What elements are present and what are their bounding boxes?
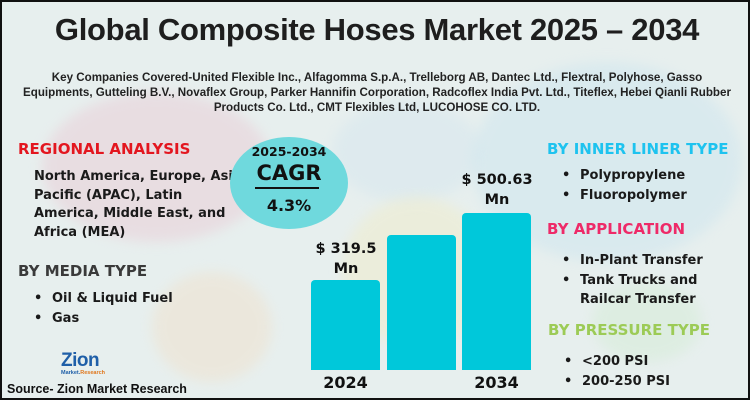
list-item-continued: Railcar Transfer <box>580 292 696 307</box>
media-type-list: Oil & Liquid Fuel Gas <box>28 289 173 328</box>
inner-liner-heading: BY INNER LINER TYPE <box>547 140 729 158</box>
list-item: Fluoropolymer <box>556 186 687 206</box>
logo-wordmark: Zion <box>61 350 100 371</box>
list-item: Polypropylene <box>556 166 687 186</box>
list-item: Gas <box>28 309 173 329</box>
pressure-type-list: <200 PSI 200-250 PSI <box>558 352 670 391</box>
list-item: Oil & Liquid Fuel <box>28 289 173 309</box>
x-label-2034: 2034 <box>474 373 519 392</box>
cagr-value: 4.3% <box>266 196 312 215</box>
map-background-europe <box>332 102 482 202</box>
regional-analysis-text: North America, Europe, Asia Pacific (APA… <box>34 169 242 240</box>
cagr-years: 2025-2034 <box>251 144 327 159</box>
application-heading: BY APPLICATION <box>547 220 686 238</box>
source-text: Source- Zion Market Research <box>7 382 187 396</box>
logo-subtitle: Market.Research <box>61 370 106 376</box>
pressure-type-heading: BY PRESSURE TYPE <box>548 321 710 339</box>
regional-analysis-heading: REGIONAL ANALYSIS <box>18 140 191 158</box>
cagr-badge: 2025-2034 CAGR 4.3% <box>230 137 348 229</box>
list-item: Tank Trucks and <box>556 271 703 291</box>
list-item: In-Plant Transfer <box>556 251 703 271</box>
media-type-heading: BY MEDIA TYPE <box>18 262 148 280</box>
zion-logo: Zion Market.Research <box>61 350 121 378</box>
bar-middle <box>387 235 456 370</box>
cagr-label: CAGR <box>256 161 322 185</box>
bar-2024 <box>311 280 380 370</box>
map-background-australia <box>592 282 702 362</box>
key-companies-text: Key Companies Covered-United Flexible In… <box>23 71 731 114</box>
bar-value-label-2034: $ 500.63 Mn <box>461 172 533 208</box>
list-item: 200-250 PSI <box>558 372 670 392</box>
bar-2034 <box>462 213 531 370</box>
page-title: Global Composite Hoses Market 2025 – 203… <box>54 12 700 47</box>
application-list: In-Plant Transfer Tank Trucks and Railca… <box>556 251 703 310</box>
bar-value-label-2024: $ 319.5 Mn <box>315 241 377 277</box>
inner-liner-list: Polypropylene Fluoropolymer <box>556 166 687 205</box>
cagr-underline <box>255 187 319 189</box>
list-item: <200 PSI <box>558 352 670 372</box>
x-label-2024: 2024 <box>323 373 368 392</box>
